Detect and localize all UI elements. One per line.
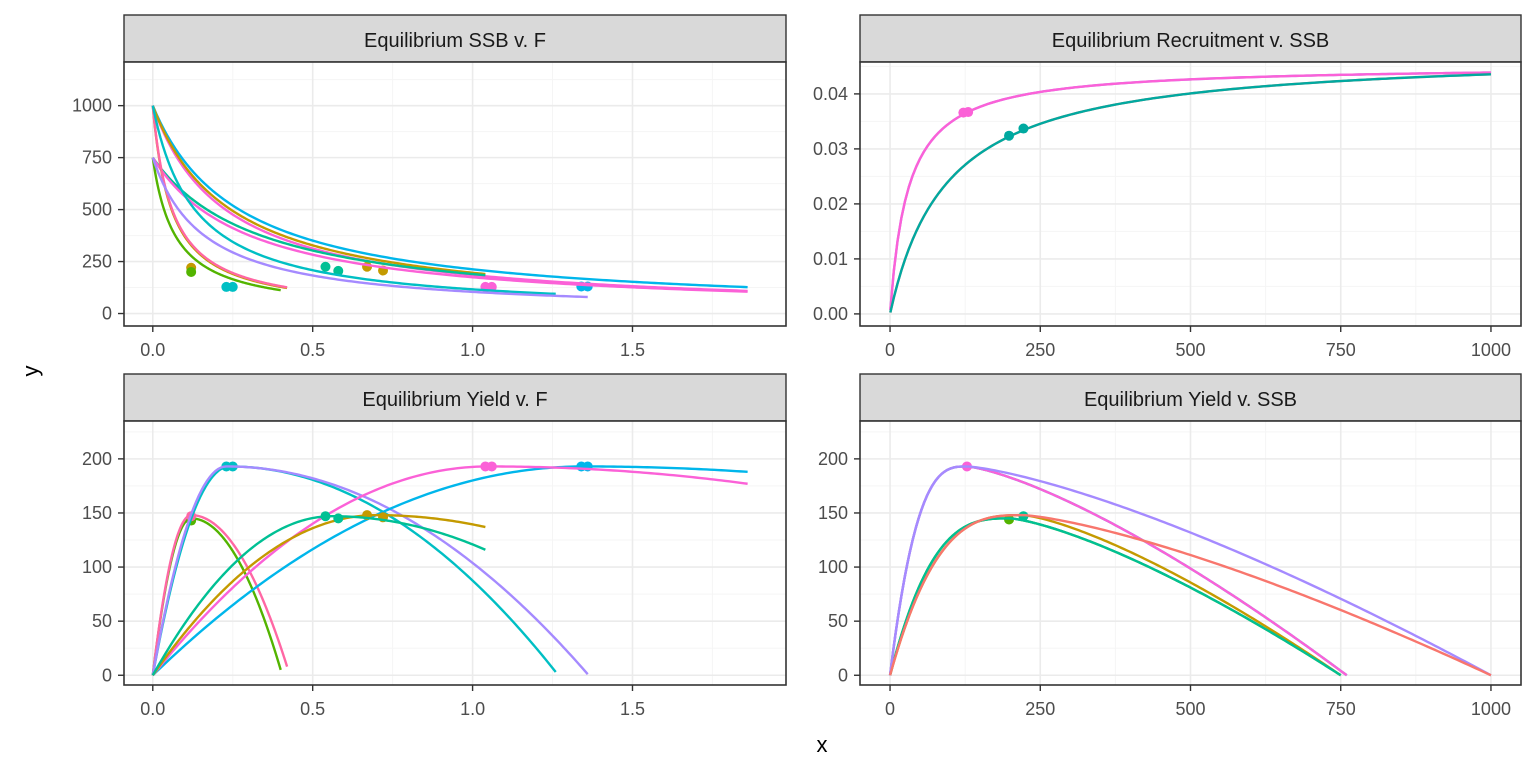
series-line [151,105,556,296]
data-point [963,107,974,118]
x-tick-label: 0.0 [140,340,165,360]
y-tick-label: 100 [818,557,848,577]
x-tick-label: 250 [1025,340,1055,360]
x-tick-label: 1.5 [620,340,645,360]
series-line [151,465,589,676]
series-line [151,513,486,676]
y-axis-title: y [18,366,43,377]
series-line [151,513,289,676]
y-tick-label: 750 [82,148,112,168]
y-tick-label: 0 [102,304,112,324]
panel-1: Equilibrium SSB v. F 0.0 0.5 1.0 1.5 0 250 500 7… [72,14,787,360]
y-tick-label: 150 [82,503,112,523]
y-tick-label: 50 [92,611,112,631]
data-point [1018,123,1029,134]
y-tick-label: 1000 [72,96,112,116]
series-group [888,461,1492,677]
x-tick-label: 0 [885,699,895,719]
data-point [320,511,331,522]
y-tick-label: 500 [82,200,112,220]
facet-title: Equilibrium Recruitment v. SSB [1052,30,1330,52]
x-tick-label: 1.0 [460,340,485,360]
series-line [151,157,282,292]
panel-border [123,61,787,327]
panel-2: Equilibrium Recruitment v. SSB 0 250 500 750… [813,14,1522,360]
x-tick-label: 1.0 [460,699,485,719]
series-line [888,513,1492,677]
series-line [889,71,1491,310]
data-point [333,513,344,524]
y-tick-label: 0 [102,665,112,685]
y-tick-label: 50 [828,611,848,631]
x-tick-label: 1000 [1471,340,1511,360]
y-tick-label: 0.03 [813,139,848,159]
x-tick-label: 750 [1326,340,1356,360]
facet-strip [123,373,787,422]
gridlines [124,421,786,685]
y-tick-label: 250 [82,252,112,272]
y-tick-label: 0.02 [813,194,848,214]
data-point [486,461,497,472]
data-point [320,261,331,272]
series-line [151,105,748,289]
y-tick-label: 200 [818,449,848,469]
series-line [151,105,288,289]
panel-background [124,421,786,685]
data-point [333,265,344,276]
facet-strip [859,373,1522,422]
y-tick-label: 150 [818,503,848,523]
y-tick-label: 0.01 [813,249,848,269]
series-group [151,461,748,677]
series-line [888,465,1492,677]
chart-panels: Equilibrium SSB v. F0.0 0.5 1.0 1.502505007… [72,14,1522,719]
series-group [889,71,1491,313]
series-line [151,157,588,299]
facet-title: Equilibrium Yield v. SSB [1084,389,1297,411]
gridlines [860,62,1521,326]
x-axis-title: x [817,732,828,757]
series-line [151,465,748,677]
data-point [186,266,197,277]
x-tick-label: 500 [1175,699,1205,719]
y-tick-label: 0.04 [813,84,848,104]
panel-4: Equilibrium Yield v. SSB 0 250 500 750 1000 0 5… [818,373,1522,719]
series-line [151,105,486,276]
series-line [151,465,557,676]
x-tick-label: 250 [1025,699,1055,719]
facet-strip [123,14,787,63]
y-tick-label: 0.00 [813,304,848,324]
x-tick-label: 0.5 [300,340,325,360]
panel-3: Equilibrium Yield v. F 0.0 0.5 1.0 1.5 0 50 100… [82,373,787,719]
y-tick-label: 100 [82,557,112,577]
panel-border [123,420,787,686]
series-line [151,156,748,293]
facet-title: Equilibrium SSB v. F [364,30,546,52]
y-tick-label: 200 [82,449,112,469]
x-tick-label: 1.5 [620,699,645,719]
y-tick-label: 0 [838,665,848,685]
facet-strip [859,14,1522,63]
x-tick-label: 500 [1175,340,1205,360]
series-line [151,515,486,676]
x-tick-label: 0 [885,340,895,360]
data-point [1004,130,1015,141]
x-tick-label: 0.5 [300,699,325,719]
facet-title: Equilibrium Yield v. F [362,389,547,411]
data-point [227,281,238,292]
series-line [151,465,748,677]
series-line [889,73,1491,313]
gridlines [124,62,786,326]
x-tick-label: 750 [1326,699,1356,719]
series-line [151,156,486,277]
x-tick-label: 1000 [1471,699,1511,719]
x-tick-label: 0.0 [140,699,165,719]
series-line [888,517,1342,677]
series-group [151,105,748,299]
